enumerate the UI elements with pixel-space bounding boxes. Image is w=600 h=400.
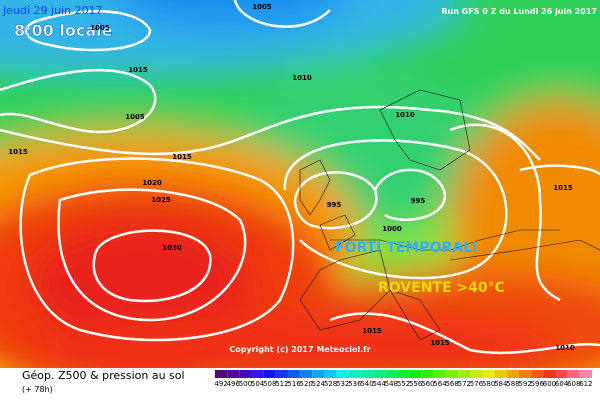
- scale-label: 536: [348, 380, 362, 388]
- scale-swatch: [494, 370, 507, 378]
- scale-swatch: [336, 370, 349, 378]
- scale-label: 508: [263, 380, 276, 388]
- copyright: Copyright (c) 2017 Meteociel.fr: [229, 345, 370, 354]
- coastlines: [299, 89, 600, 341]
- scale-swatch: [482, 370, 495, 378]
- scale-label: 548: [385, 380, 398, 388]
- isobar-label: 1010: [395, 111, 415, 119]
- field-title: Géop. Z500 & pression au sol: [22, 369, 185, 382]
- scale-swatch: [458, 370, 471, 378]
- annotation: ROVENTE >40°C: [378, 280, 505, 296]
- scale-label: 564: [433, 380, 447, 388]
- isobar-label: 1005: [252, 3, 272, 11]
- isobar-label: 995: [411, 197, 426, 205]
- scale-swatch: [531, 370, 544, 378]
- isobar-label: 1025: [151, 196, 171, 204]
- scale-swatch: [348, 370, 361, 378]
- scale-label: 492: [214, 380, 227, 388]
- isobar-label: 1015: [128, 66, 148, 74]
- isobar-label: 1005: [90, 24, 110, 32]
- scale-label: 556: [409, 380, 423, 388]
- scale-swatch: [470, 370, 483, 378]
- scale-swatch: [275, 370, 288, 378]
- scale-swatch: [312, 370, 325, 378]
- local-time: 8:00 locale: [14, 21, 113, 40]
- scale-label: 532: [336, 380, 349, 388]
- isobar-label: 1020: [142, 179, 162, 187]
- scale-label: 512: [275, 380, 288, 388]
- scale-label: 500: [239, 380, 252, 388]
- scale-label: 604: [555, 380, 569, 388]
- forecast-hour: (+ 78h): [22, 385, 53, 394]
- scale-swatch: [239, 370, 252, 378]
- isobar-label: 1015: [172, 153, 192, 161]
- scale-swatch: [421, 370, 434, 378]
- isobar-label: 995: [327, 201, 342, 209]
- scale-swatch: [324, 370, 337, 378]
- annotation: FORTI TEMPORALI: [335, 240, 477, 256]
- scale-swatch: [567, 370, 580, 378]
- scale-label: 504: [251, 380, 265, 388]
- scale-label: 496: [227, 380, 241, 388]
- isobar-label: 1010: [292, 74, 312, 82]
- scale-label: 544: [372, 380, 386, 388]
- isobar-label: 1015: [553, 184, 573, 192]
- scale-label: 596: [531, 380, 545, 388]
- isobar-label: 1010: [555, 344, 575, 352]
- scale-swatch: [385, 370, 398, 378]
- scale-swatch: [215, 370, 228, 378]
- run-info: Run GFS 0 Z du Lundi 26 juin 2017: [441, 7, 597, 16]
- scale-label: 584: [494, 380, 508, 388]
- scale-label: 568: [445, 380, 458, 388]
- isobar-label: 1005: [125, 113, 145, 121]
- isobar-labels: 1005 1005 1015 1010 1005 1015 1010 1015 1020 1025…: [8, 3, 575, 352]
- scale-swatch: [251, 370, 264, 378]
- isobar-label: 1015: [430, 339, 450, 347]
- scale-swatch: [227, 370, 240, 378]
- scale-label: 612: [579, 380, 592, 388]
- scale-swatch: [409, 370, 422, 378]
- color-scale: 4924965005045085125165205245285325365405…: [214, 370, 593, 388]
- scale-label: 600: [543, 380, 556, 388]
- scale-swatch: [300, 370, 313, 378]
- isobar-label: 1000: [382, 225, 402, 233]
- scale-label: 516: [287, 380, 301, 388]
- scale-label: 572: [458, 380, 471, 388]
- scale-swatch: [360, 370, 374, 378]
- scale-swatch: [433, 370, 447, 378]
- scale-swatch: [519, 370, 532, 378]
- scale-label: 552: [397, 380, 410, 388]
- scale-label: 588: [506, 380, 519, 388]
- isobars: [0, 0, 600, 355]
- scale-label: 608: [567, 380, 580, 388]
- scale-label: 580: [482, 380, 495, 388]
- scale-label: 540: [360, 380, 373, 388]
- scale-swatch: [446, 370, 459, 378]
- scale-label: 576: [470, 380, 484, 388]
- scale-label: 520: [300, 380, 313, 388]
- scale-swatch: [287, 370, 301, 378]
- scale-swatch: [263, 370, 276, 378]
- valid-date: Jeudi 29 juin 2017: [2, 4, 103, 17]
- scale-swatch: [579, 370, 592, 378]
- scale-label: 560: [421, 380, 434, 388]
- scale-label: 528: [324, 380, 337, 388]
- scale-swatch: [397, 370, 410, 378]
- scale-label: 524: [312, 380, 326, 388]
- isobar-label: 1015: [8, 148, 28, 156]
- scale-swatch: [373, 370, 386, 378]
- isobar-label: 1015: [362, 327, 382, 335]
- scale-swatch: [543, 370, 556, 378]
- scale-swatch: [555, 370, 568, 378]
- isobar-label: 1030: [162, 244, 182, 252]
- scale-label: 592: [518, 380, 531, 388]
- scale-swatch: [506, 370, 520, 378]
